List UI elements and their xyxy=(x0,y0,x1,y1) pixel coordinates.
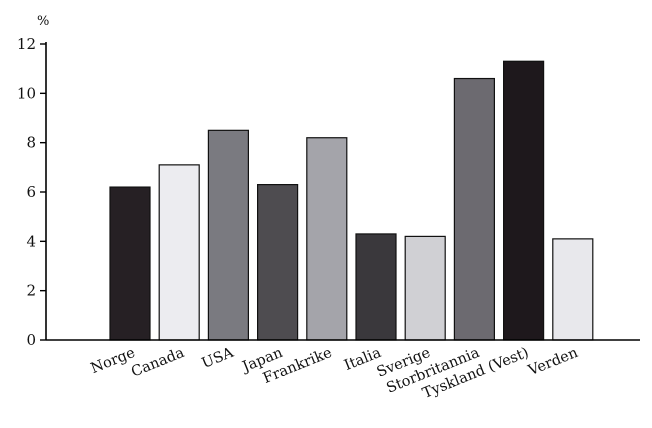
bar-norge xyxy=(109,186,151,341)
bar-verden xyxy=(552,238,594,341)
y-axis: 0 2 4 6 8 10 12 xyxy=(17,35,46,349)
x-category-label: Verden xyxy=(525,345,580,380)
x-category-label: USA xyxy=(200,345,237,372)
bar-sverige xyxy=(404,235,446,341)
bar-storbritannia xyxy=(453,77,495,341)
bars xyxy=(109,60,594,341)
y-tick-label: 10 xyxy=(17,84,36,102)
bar-frankrike xyxy=(306,137,348,341)
y-tick-label: 6 xyxy=(26,183,36,201)
x-category-label: Norge xyxy=(89,345,138,377)
y-tick-label: 4 xyxy=(26,232,36,250)
bar-italia xyxy=(355,233,397,341)
y-tick-label: 0 xyxy=(26,331,36,349)
y-tick-label: 12 xyxy=(17,35,36,53)
bar-tyskland-vest xyxy=(503,60,545,341)
bar-canada xyxy=(158,164,200,341)
y-axis-unit-label: % xyxy=(37,14,49,29)
bar-japan xyxy=(257,184,299,341)
y-tick-label: 8 xyxy=(26,134,36,152)
y-tick-label: 2 xyxy=(26,282,36,300)
x-category-label: Canada xyxy=(129,345,187,381)
bar-usa xyxy=(207,129,249,341)
